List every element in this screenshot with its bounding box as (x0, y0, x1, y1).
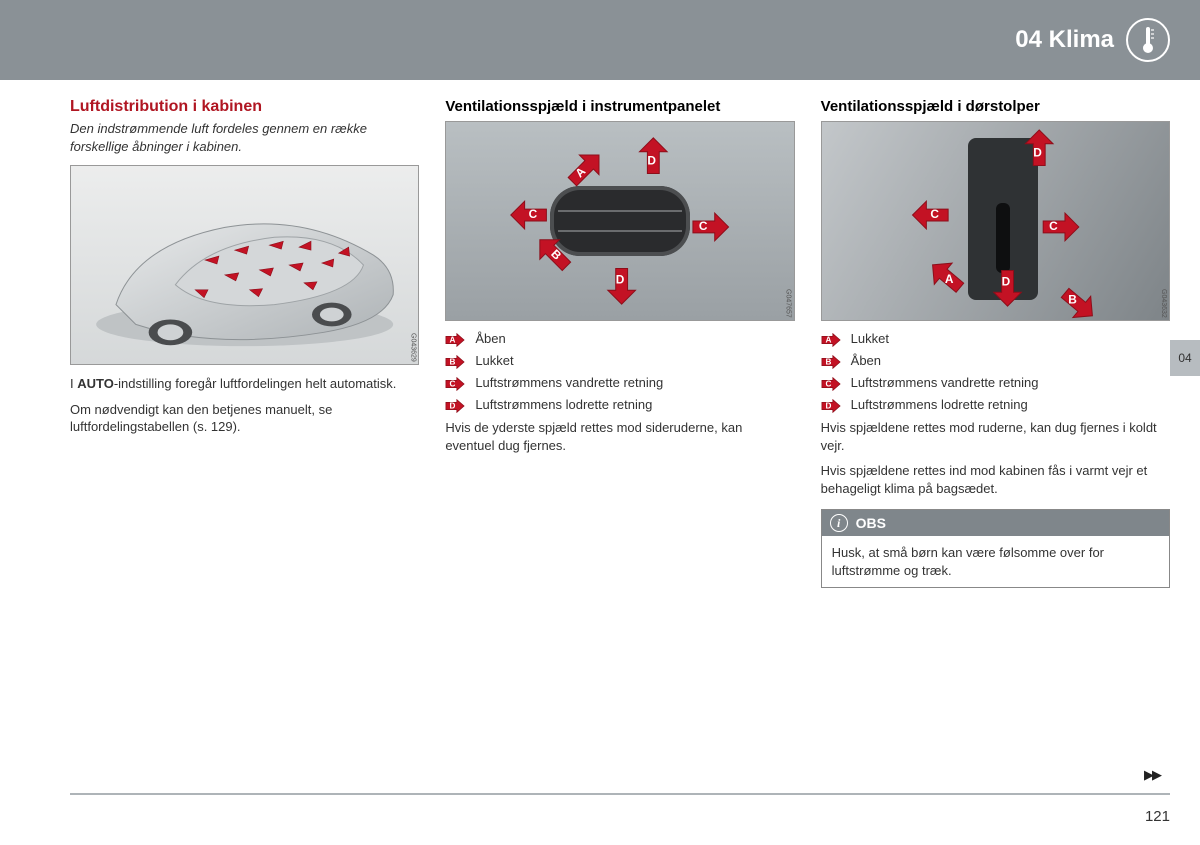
note-box: i OBS Husk, at små børn kan være følsomm… (821, 509, 1170, 588)
legend-arrow-icon: D (445, 399, 465, 413)
svg-text:A: A (825, 336, 831, 345)
col1-title: Luftdistribution i kabinen (70, 98, 419, 116)
col3-para1: Hvis spjældene rettes mod ruderne, kan d… (821, 419, 1170, 454)
legend-arrow-icon: A (821, 333, 841, 347)
svg-text:D: D (648, 154, 657, 168)
svg-text:A: A (450, 336, 456, 345)
legend-text: Luftstrømmens vandrette retning (475, 375, 663, 390)
figure-dash-vent: A B C (445, 121, 794, 321)
footer-divider (70, 793, 1170, 795)
col3-para2: Hvis spjældene rettes ind mod kabinen få… (821, 462, 1170, 497)
svg-text:D: D (450, 402, 456, 411)
legend-row: C Luftstrømmens vandrette retning (445, 375, 794, 391)
legend-row: D Luftstrømmens lodrette retning (821, 397, 1170, 413)
col1-para1: I AUTO-indstilling foregår luftfordeling… (70, 375, 419, 393)
figure-pillar-vent: D C C (821, 121, 1170, 321)
col3-legend: A Lukket B Åben C Luftstrømmens vandrette ret… (821, 331, 1170, 413)
note-header: i OBS (822, 510, 1169, 536)
legend-arrow-icon: B (821, 355, 841, 369)
svg-text:B: B (450, 358, 456, 367)
col2-title: Ventilationsspjæld i instrumentpanelet (445, 98, 794, 115)
svg-text:C: C (699, 219, 708, 233)
col2-legend: A Åben B Lukket C Luftstrømmens vandrette ret… (445, 331, 794, 413)
svg-text:C: C (825, 380, 831, 389)
col2-para: Hvis de yderste spjæld rettes mod sideru… (445, 419, 794, 454)
svg-text:A: A (944, 272, 953, 286)
column-2: Ventilationsspjæld i instrumentpanelet A (445, 98, 794, 588)
legend-text: Luftstrømmens vandrette retning (851, 375, 1039, 390)
svg-text:D: D (825, 402, 831, 411)
col3-title: Ventilationsspjæld i dørstolper (821, 98, 1170, 115)
note-title: OBS (856, 515, 886, 531)
column-3: Ventilationsspjæld i dørstolper D C (821, 98, 1170, 588)
legend-row: C Luftstrømmens vandrette retning (821, 375, 1170, 391)
legend-row: B Lukket (445, 353, 794, 369)
legend-arrow-icon: B (445, 355, 465, 369)
svg-text:D: D (616, 272, 625, 286)
figure-code: G043629 (409, 333, 416, 362)
col1-para2: Om nødvendigt kan den betjenes manuelt, … (70, 401, 419, 436)
legend-text: Lukket (851, 331, 889, 346)
legend-text: Luftstrømmens lodrette retning (851, 397, 1028, 412)
legend-arrow-icon: C (445, 377, 465, 391)
svg-text:C: C (450, 380, 456, 389)
continued-icon: ▶▶ (1144, 767, 1160, 783)
t: -indstilling foregår luftfordelingen hel… (114, 376, 397, 391)
legend-arrow-icon: A (445, 333, 465, 347)
svg-text:D: D (1033, 146, 1042, 160)
info-icon: i (830, 514, 848, 532)
legend-text: Åben (851, 353, 881, 368)
column-1: Luftdistribution i kabinen Den indstrømm… (70, 98, 419, 588)
page-number: 121 (1145, 808, 1170, 825)
note-body: Husk, at små børn kan være følsomme over… (822, 536, 1169, 587)
chapter-title: 04 Klima (1015, 26, 1114, 54)
legend-arrow-icon: D (821, 399, 841, 413)
bold-auto: AUTO (77, 376, 114, 391)
legend-text: Lukket (475, 353, 513, 368)
legend-row: A Lukket (821, 331, 1170, 347)
svg-text:C: C (930, 207, 939, 221)
svg-text:C: C (529, 207, 538, 221)
legend-text: Luftstrømmens lodrette retning (475, 397, 652, 412)
legend-row: D Luftstrømmens lodrette retning (445, 397, 794, 413)
svg-text:D: D (1001, 274, 1010, 288)
legend-row: A Åben (445, 331, 794, 347)
legend-arrow-icon: C (821, 377, 841, 391)
col1-intro: Den indstrømmende luft fordeles gennem e… (70, 120, 419, 155)
legend-text: Åben (475, 331, 505, 346)
content-columns: Luftdistribution i kabinen Den indstrømm… (0, 80, 1200, 588)
figure-code: G043632 (1160, 289, 1167, 318)
svg-text:B: B (825, 358, 831, 367)
svg-text:B: B (1068, 292, 1077, 306)
figure-car-airflow: G043629 (70, 165, 419, 365)
legend-row: B Åben (821, 353, 1170, 369)
chapter-tab: 04 (1170, 340, 1200, 376)
svg-text:C: C (1049, 219, 1058, 233)
page-header: 04 Klima (0, 0, 1200, 80)
thermometer-icon (1126, 18, 1170, 62)
figure-code: G047657 (785, 289, 792, 318)
